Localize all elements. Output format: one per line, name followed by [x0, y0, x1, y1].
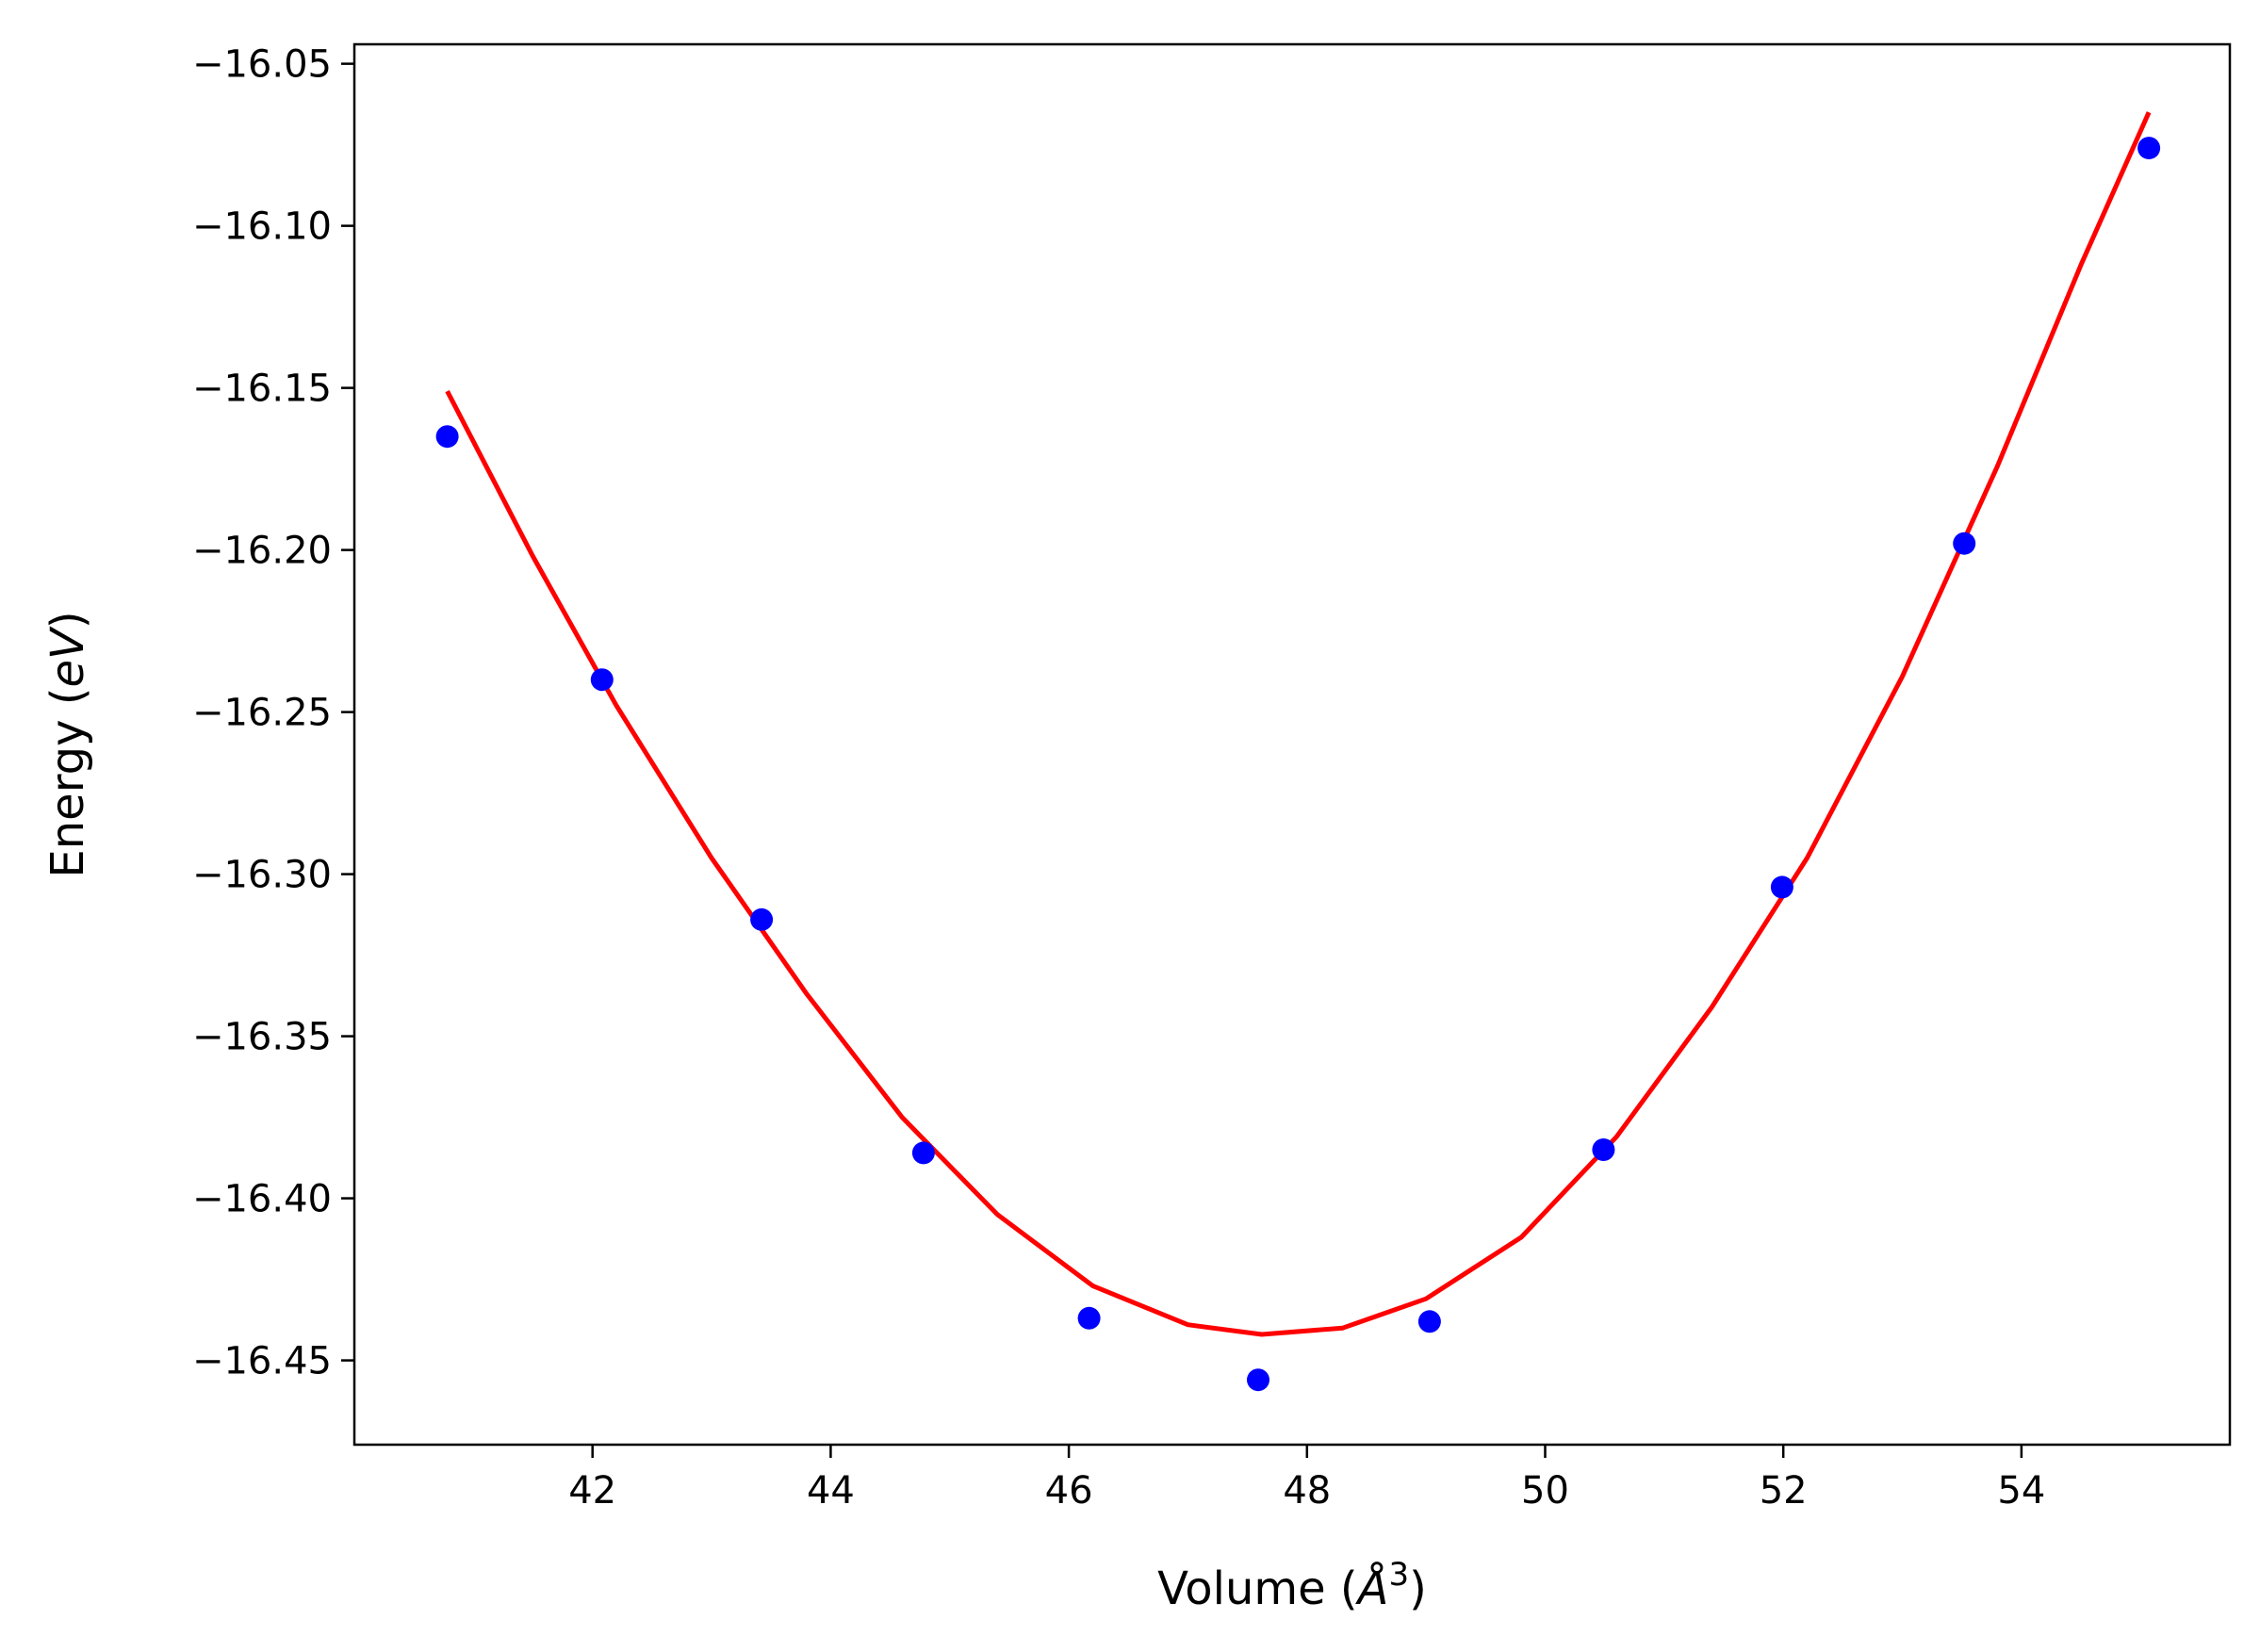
data-point: [1592, 1138, 1615, 1161]
x-tick-label: 42: [568, 1469, 616, 1513]
x-axis-label: Volume (Å3): [1157, 1556, 1427, 1615]
y-tick-label: −16.30: [192, 854, 332, 897]
y-tick-label: −16.45: [192, 1340, 332, 1383]
data-point: [911, 1141, 935, 1165]
x-tick-label: 50: [1521, 1469, 1569, 1513]
data-point: [435, 425, 459, 449]
data-point: [1953, 532, 1976, 555]
x-tick-label: 48: [1283, 1469, 1331, 1513]
x-tick-label: 52: [1760, 1469, 1808, 1513]
y-tick-label: −16.35: [192, 1016, 332, 1059]
x-tick-label: 54: [1997, 1469, 2045, 1513]
x-tick-label: 46: [1045, 1469, 1093, 1513]
fit-curve: [445, 111, 2152, 1337]
y-axis-ticks: −16.05 −16.10 −16.15 −16.20 −16.25 −16.30 −16.…: [192, 43, 354, 1383]
y-tick-label: −16.40: [192, 1178, 332, 1221]
y-tick-label: −16.05: [192, 43, 332, 87]
data-point: [1770, 875, 1793, 899]
y-axis-label: Energy (eV): [41, 611, 94, 877]
data-point: [1417, 1310, 1441, 1333]
x-axis-ticks: 42 44 46 48 50 52 54: [568, 1445, 2045, 1513]
data-point: [750, 908, 774, 931]
x-tick-label: 44: [807, 1469, 855, 1513]
y-tick-label: −16.10: [192, 205, 332, 249]
data-points-layer: [435, 137, 2161, 1392]
fit-curve-layer: [445, 111, 2152, 1337]
data-point: [1247, 1368, 1269, 1392]
data-point: [1077, 1306, 1101, 1330]
y-tick-label: −16.25: [192, 692, 332, 735]
y-tick-label: −16.15: [192, 368, 332, 411]
data-point: [2137, 137, 2161, 160]
y-tick-label: −16.20: [192, 530, 332, 573]
plot-frame: [352, 42, 2232, 1447]
data-point: [590, 668, 614, 692]
